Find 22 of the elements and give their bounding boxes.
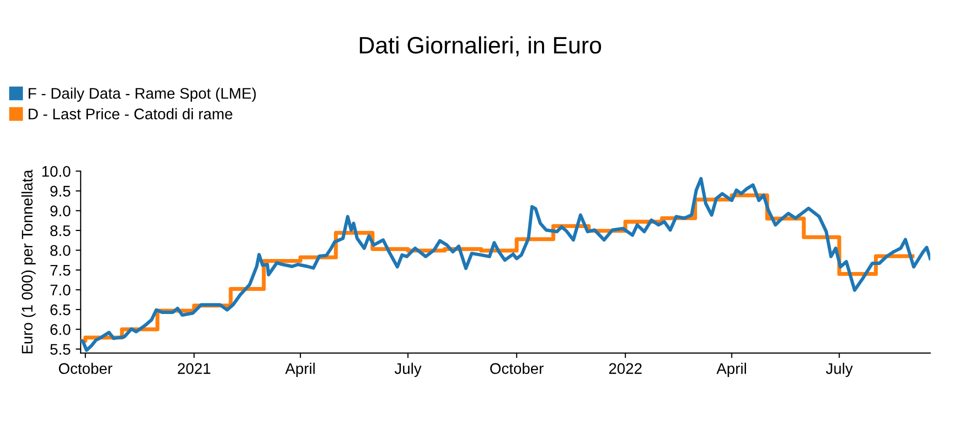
y-tick-label: 10.0: [42, 166, 70, 177]
y-tick-label: 9.5: [50, 186, 70, 197]
chart-title: Dati Giornalieri, in Euro: [360, 36, 602, 56]
x-tick-label: 2021: [178, 363, 210, 374]
x-tick-label: October: [58, 362, 112, 374]
x-tick-label: July: [394, 362, 422, 377]
legend-label: F - Daily Data - Rame Spot (LME): [28, 88, 256, 102]
y-tick-label: 7.5: [50, 265, 70, 276]
x-tick-label: October: [490, 362, 544, 374]
y-tick-label: 7.0: [50, 284, 70, 296]
x-tick-label: July: [826, 362, 853, 377]
x-tick-label: 2022: [609, 363, 642, 374]
x-tick-label: April: [716, 362, 746, 377]
y-tick-label: 8.0: [50, 245, 70, 256]
y-tick-label: 6.0: [50, 324, 70, 335]
x-tick-label: April: [285, 362, 315, 377]
y-tick-label: 9.0: [50, 206, 70, 216]
y-tick-label: 5.5: [50, 344, 70, 355]
y-tick-label: 6.5: [50, 304, 70, 316]
legend-label: D - Last Price - Catodi di rame: [28, 108, 232, 120]
y-axis-title: Euro (1 000) per Tonnellata: [21, 170, 36, 354]
y-tick-label: 8.5: [50, 225, 70, 236]
